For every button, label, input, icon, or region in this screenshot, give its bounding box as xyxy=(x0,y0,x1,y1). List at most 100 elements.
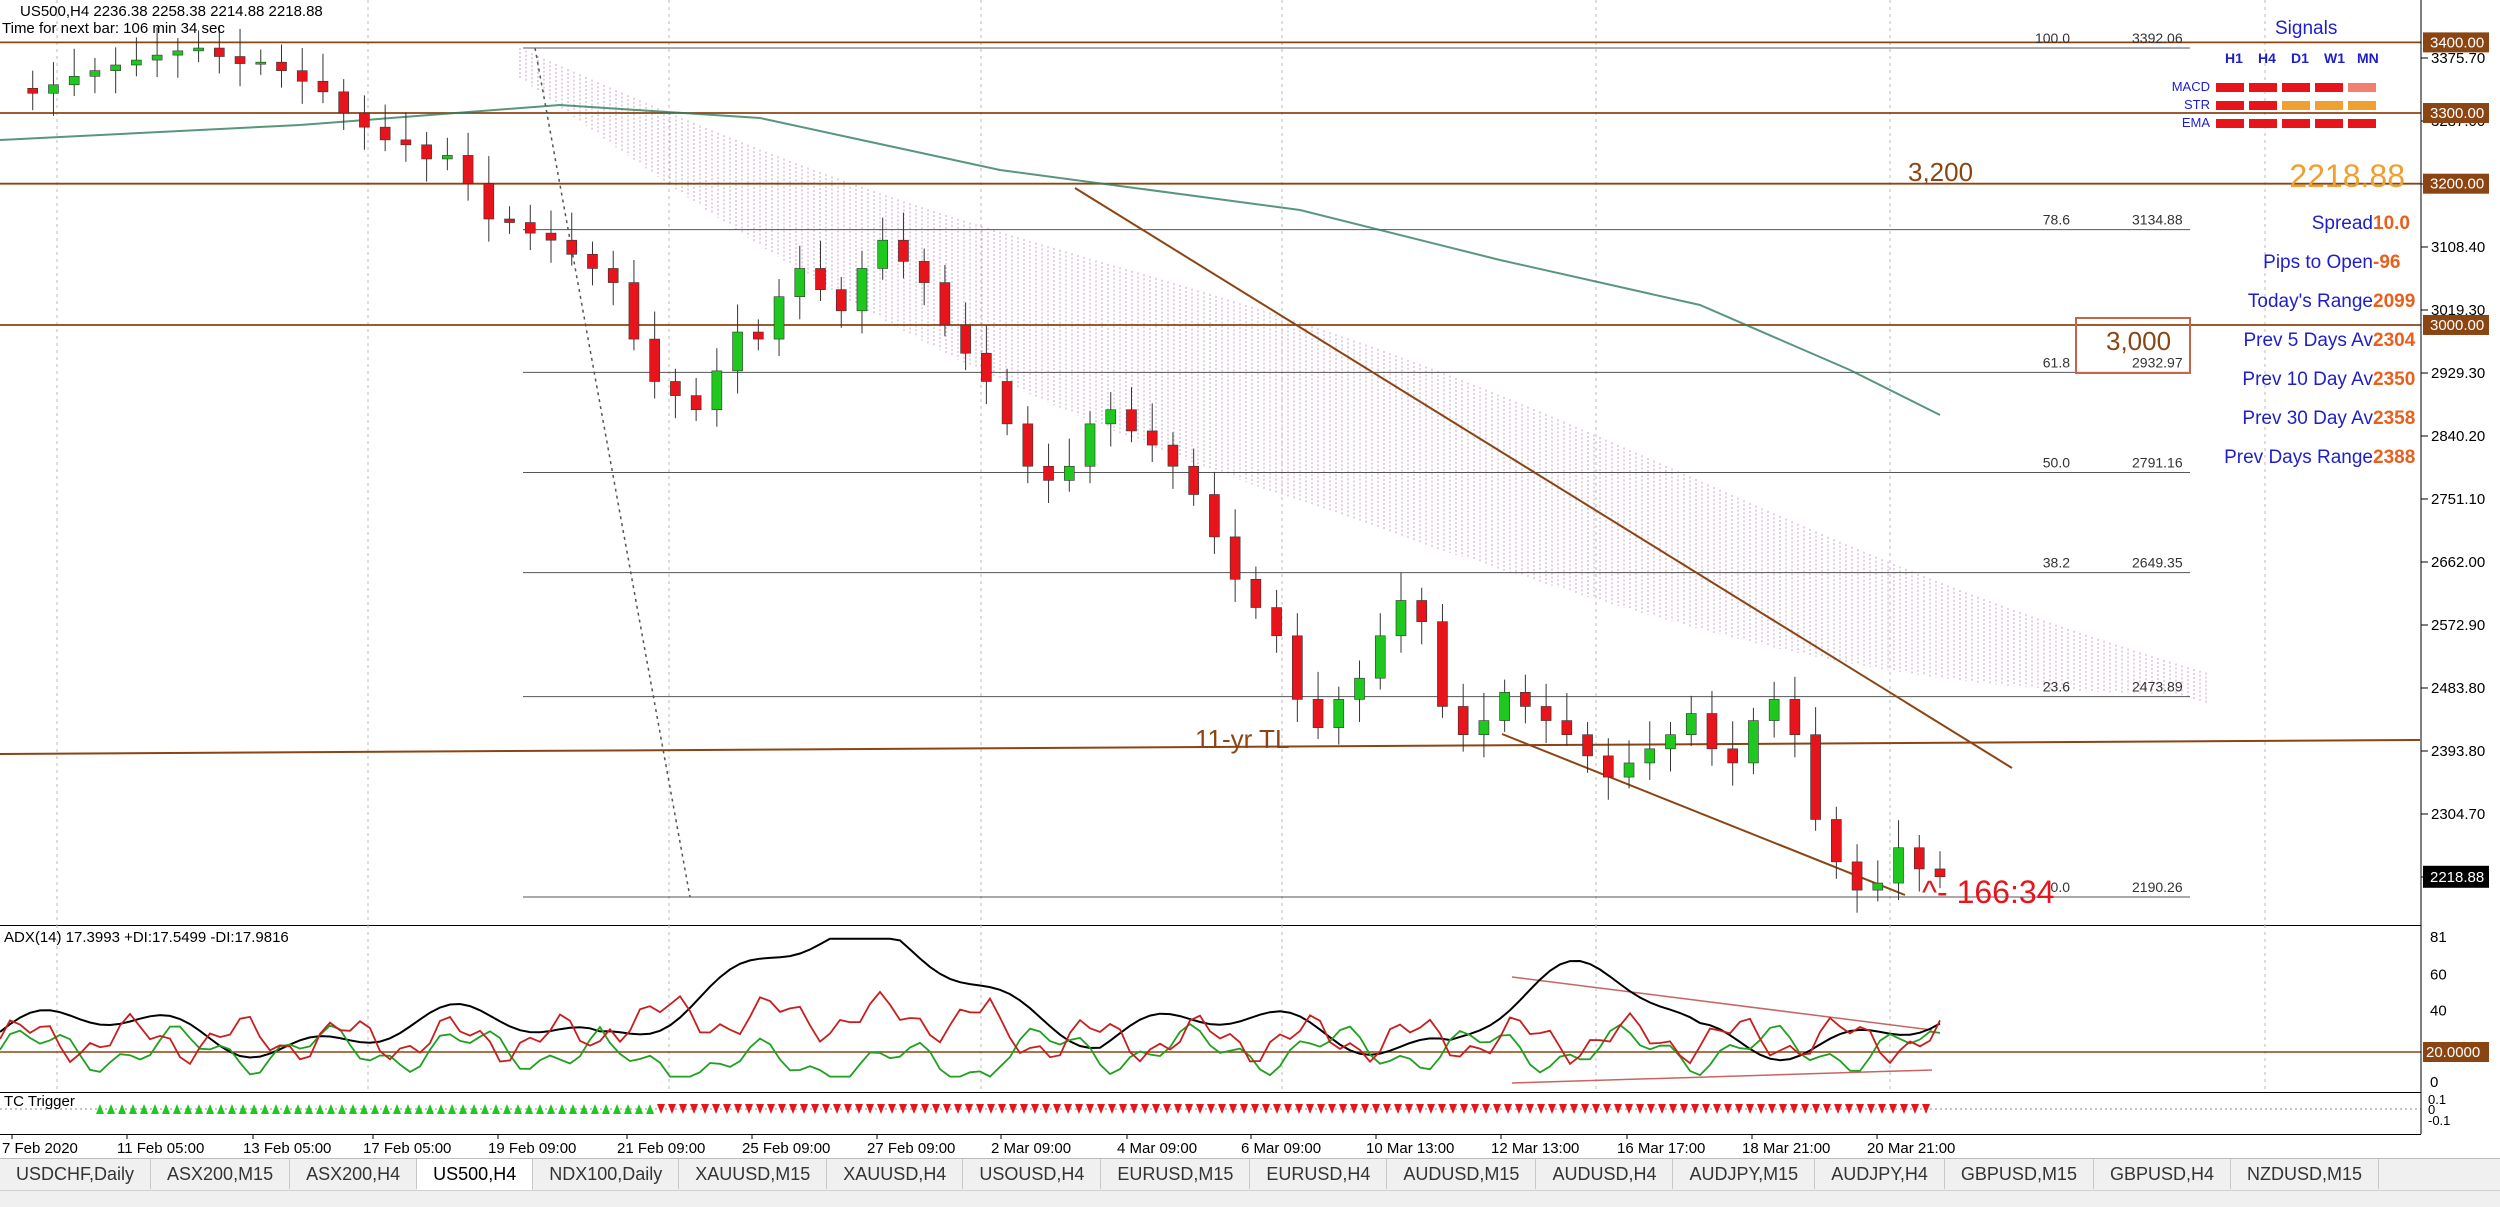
candle-body xyxy=(421,144,432,160)
tc-arrow-down xyxy=(1614,1104,1622,1114)
candle-body xyxy=(794,268,806,298)
tc-arrow-down xyxy=(1735,1104,1743,1114)
price-axis-label: 2393.80 xyxy=(2431,743,2485,760)
chart-tab-bar: USDCHF,Daily ASX200,M15 ASX200,H4 US500,H4 N… xyxy=(0,1158,2500,1191)
tc-arrow-up xyxy=(569,1104,577,1114)
tc-arrow-down xyxy=(822,1104,830,1114)
level-price-box-text: 3300.00 xyxy=(2430,105,2484,122)
tc-arrow-down xyxy=(1603,1104,1611,1114)
price-axis-label: 2751.10 xyxy=(2431,491,2485,508)
candle-body xyxy=(690,395,702,411)
tc-arrow-down xyxy=(1350,1104,1358,1114)
level-3200-label: 3,200 xyxy=(1908,157,1973,187)
signal-row-label: STR xyxy=(2184,97,2210,112)
tab-gbpusd-h4[interactable]: GBPUSD,H4 xyxy=(2094,1159,2231,1189)
tab-audusd-m15[interactable]: AUDUSD,M15 xyxy=(1387,1159,1537,1189)
tc-arrow-down xyxy=(1559,1104,1567,1114)
candle-body xyxy=(1520,692,1531,707)
tab-audusd-h4[interactable]: AUDUSD,H4 xyxy=(1536,1159,1674,1189)
tc-arrow-down xyxy=(1174,1104,1182,1114)
candle-body xyxy=(732,331,743,372)
time-axis-label: 6 Mar 09:00 xyxy=(1241,1140,1321,1157)
tc-arrow-down xyxy=(1900,1104,1908,1114)
tc-arrow-down xyxy=(1812,1104,1820,1114)
symbol-line: US500,H4 2236.38 2258.38 2214.88 2218.88 xyxy=(20,3,323,20)
tab-usousd-h4[interactable]: USOUSD,H4 xyxy=(963,1159,1102,1189)
signal-cell xyxy=(2348,101,2376,110)
tc-arrow-down xyxy=(1526,1104,1534,1114)
tc-arrow-down xyxy=(1790,1104,1798,1114)
candle-body xyxy=(670,381,681,396)
tc-arrow-up xyxy=(536,1104,544,1114)
candle-body xyxy=(918,261,930,283)
candle-body xyxy=(462,155,474,184)
adx-upper-trendline[interactable] xyxy=(1511,976,1933,1031)
tc-arrow-down xyxy=(1570,1104,1578,1114)
tc-arrow-down xyxy=(1240,1104,1248,1114)
adx-axis-label: 81 xyxy=(2430,929,2447,946)
tc-arrow-down xyxy=(1680,1104,1688,1114)
signal-timeframe-w1: W1 xyxy=(2324,50,2345,66)
candle-body xyxy=(1561,720,1573,736)
signal-cell xyxy=(2216,101,2244,110)
tab-usdchf-daily[interactable]: USDCHF,Daily xyxy=(0,1159,152,1189)
tab-asx200-m15[interactable]: ASX200,M15 xyxy=(151,1159,291,1189)
tab-nzdusd-m15[interactable]: NZDUSD,M15 xyxy=(2231,1159,2380,1189)
adx-panel[interactable]: ADX(14) 17.3993 +DI:17.5499 -DI:17.9816 … xyxy=(0,925,2500,1092)
tab-xauusd-h4[interactable]: XAUUSD,H4 xyxy=(827,1159,964,1189)
current-price-box xyxy=(2423,865,2489,888)
tab-ndx100-daily[interactable]: NDX100,Daily xyxy=(533,1159,680,1189)
tc-arrow-down xyxy=(712,1104,720,1114)
stat-value: 2358 xyxy=(2373,408,2415,429)
adx-lower-trendline[interactable] xyxy=(1511,1069,1933,1084)
main-price-chart[interactable]: 100.0 3392.06 78.6 3134.88 61.8 2932.97 50.0 27… xyxy=(0,0,2500,925)
stat-value: 2304 xyxy=(2373,330,2416,351)
tab-audjpy-h4[interactable]: AUDJPY,H4 xyxy=(1815,1159,1945,1189)
candle-body xyxy=(856,268,868,312)
tc-arrow-up xyxy=(371,1104,379,1114)
tab-gbpusd-m15[interactable]: GBPUSD,M15 xyxy=(1945,1159,2094,1189)
tc-arrow-down xyxy=(1218,1104,1226,1114)
ema-line xyxy=(0,103,1941,416)
candle-body xyxy=(773,296,785,340)
tc-arrow-down xyxy=(690,1104,698,1114)
tc-arrow-down xyxy=(1306,1104,1314,1114)
tc-arrow-up xyxy=(206,1104,214,1114)
signals-title: Signals xyxy=(2275,18,2337,39)
tc-arrow-up xyxy=(217,1104,225,1114)
tab-asx200-h4[interactable]: ASX200,H4 xyxy=(290,1159,418,1189)
signal-cell xyxy=(2282,119,2310,128)
candle-body xyxy=(1354,677,1365,700)
tc-arrow-down xyxy=(1284,1104,1292,1114)
candle-body xyxy=(1499,692,1510,721)
candle-body xyxy=(1001,381,1013,425)
tab-audjpy-m15[interactable]: AUDJPY,M15 xyxy=(1673,1159,1816,1189)
candle-body xyxy=(1685,713,1697,736)
tc-arrow-down xyxy=(1746,1104,1754,1114)
tc-arrow-up xyxy=(228,1104,236,1114)
horizontal-levels xyxy=(0,41,2421,326)
tc-trigger-panel[interactable]: TC Trigger 0.1 0 -0.1 xyxy=(0,1092,2500,1134)
tab-eurusd-m15[interactable]: EURUSD,M15 xyxy=(1101,1159,1251,1189)
stat-label: Prev 5 Days Av xyxy=(2243,330,2373,351)
eleven-yr-trendline[interactable] xyxy=(0,739,2421,755)
tab-us500-h4[interactable]: US500,H4 xyxy=(417,1159,534,1191)
candle-body xyxy=(1146,430,1158,446)
trendline-lower[interactable] xyxy=(1501,733,1906,896)
tc-arrow-down xyxy=(1482,1104,1490,1114)
candle-body xyxy=(1437,621,1448,707)
candle-body xyxy=(172,50,184,56)
adx-level-box-text: 20.0000 xyxy=(2426,1044,2480,1061)
time-axis-label: 27 Feb 09:00 xyxy=(867,1140,955,1157)
candle-body xyxy=(27,88,39,94)
tab-xauusd-m15[interactable]: XAUUSD,M15 xyxy=(679,1159,828,1189)
tc-arrow-down xyxy=(1416,1104,1424,1114)
tc-arrow-up xyxy=(349,1104,357,1114)
trendline-upper[interactable] xyxy=(1074,187,2013,769)
fib-level-label: 100.0 xyxy=(2035,30,2070,46)
tc-arrow-down xyxy=(1273,1104,1281,1114)
signal-timeframe-h1: H1 xyxy=(2225,50,2243,66)
tc-arrow-down xyxy=(1713,1104,1721,1114)
signal-cell xyxy=(2216,119,2244,128)
tab-eurusd-h4[interactable]: EURUSD,H4 xyxy=(1250,1159,1388,1189)
